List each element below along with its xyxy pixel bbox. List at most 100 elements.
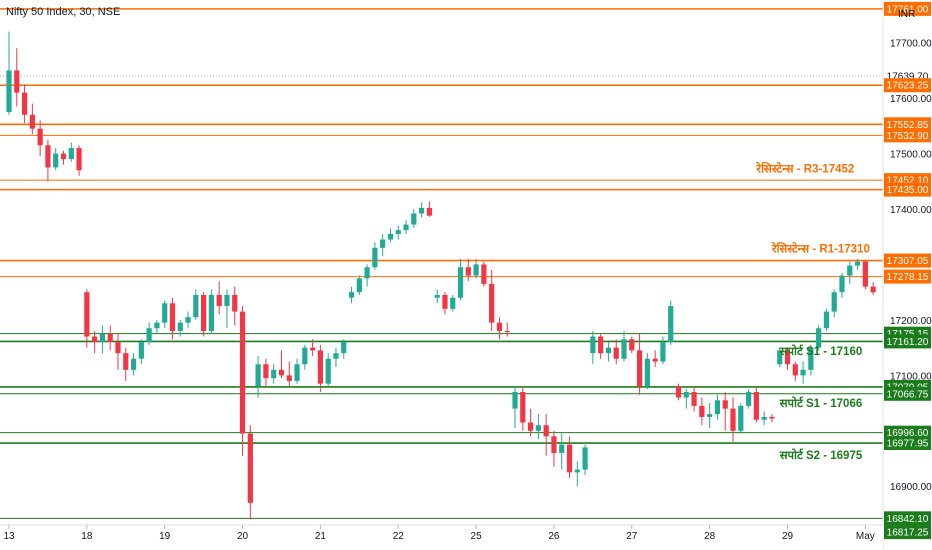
- candle-body: [551, 436, 557, 453]
- price-badge-resistance: [884, 269, 931, 284]
- candle-body: [489, 283, 495, 323]
- candle-body: [862, 261, 868, 287]
- candle-body: [621, 339, 627, 359]
- candle-body: [769, 416, 775, 419]
- candle-body: [130, 358, 137, 370]
- candle-body: [450, 297, 456, 309]
- candle-body: [800, 369, 806, 376]
- candle-body: [777, 350, 783, 365]
- candle-body: [652, 358, 658, 362]
- y-tick-label: 17600.00: [890, 94, 932, 105]
- candle-body: [675, 386, 682, 398]
- candle-body: [271, 369, 277, 379]
- candle-body: [442, 294, 448, 309]
- candle-body: [356, 278, 362, 293]
- candle-body: [387, 233, 394, 240]
- candle-body: [745, 391, 752, 406]
- candle-body: [496, 322, 503, 331]
- candle-body: [808, 347, 814, 370]
- candle-body: [53, 153, 59, 168]
- candle-body: [341, 342, 347, 354]
- candle-body: [115, 342, 121, 354]
- candle-body: [457, 267, 464, 298]
- price-badge-resistance: [884, 253, 931, 268]
- candle-body: [380, 239, 386, 248]
- price-badge-support: [884, 436, 931, 451]
- price-badge-resistance: [884, 182, 931, 197]
- candle-body: [644, 358, 650, 387]
- candle-body: [598, 336, 604, 354]
- candle-body: [302, 347, 308, 365]
- candle-body: [784, 350, 791, 365]
- annotation-resistance: रेसिस्टेन्स - R1-17310: [771, 241, 870, 255]
- price-badge-label: 17452.10: [887, 176, 929, 187]
- candle-body: [582, 447, 588, 470]
- candle-body: [169, 303, 176, 331]
- candle-body: [201, 294, 207, 331]
- price-badge-label: 16817.25: [887, 528, 929, 539]
- candle-body: [208, 294, 215, 331]
- price-badge-label: 17307.05: [887, 256, 929, 267]
- candle-body: [722, 400, 728, 409]
- candle-body: [730, 408, 736, 431]
- price-badge-label: 17623.25: [887, 81, 929, 92]
- candle-body: [193, 294, 199, 318]
- candle-body: [816, 328, 822, 348]
- candle-body: [348, 292, 355, 298]
- candle-body: [84, 292, 90, 337]
- y-tick-label: 17700.00: [890, 39, 932, 50]
- price-badge-support: [884, 334, 931, 349]
- candle-body: [613, 347, 619, 359]
- candle-body: [146, 328, 152, 343]
- price-badge-resistance: [884, 78, 931, 93]
- candle-body: [216, 294, 222, 307]
- candle-body: [839, 275, 845, 293]
- candle-body: [699, 405, 705, 417]
- candle-body: [333, 353, 339, 359]
- annotation-resistance: रेसिस्टेन्स - R3-17452: [755, 161, 854, 175]
- candle-body: [372, 247, 378, 268]
- price-badge-label: 17639.70: [887, 72, 929, 83]
- candle-body: [605, 347, 612, 354]
- price-badge-support: [884, 525, 931, 540]
- candle-body: [14, 70, 20, 93]
- candle-body: [29, 114, 35, 129]
- x-tick-label: 19: [159, 531, 171, 542]
- chart-title: Nifty 50 Index, 30, NSE: [6, 6, 121, 18]
- currency-label[interactable]: INR: [898, 9, 916, 20]
- candle-body: [512, 391, 518, 409]
- candle-body: [566, 444, 573, 473]
- candle-body: [99, 333, 106, 343]
- candle-body: [636, 350, 643, 387]
- candle-body: [403, 224, 409, 231]
- candle-body: [68, 148, 74, 160]
- candle-body: [714, 400, 721, 415]
- candle-body: [92, 336, 98, 343]
- candle-body: [520, 391, 526, 423]
- price-badge-label: 17161.20: [887, 337, 929, 348]
- candle-body: [854, 261, 861, 266]
- candle-body: [395, 230, 401, 234]
- candle-body: [481, 264, 487, 284]
- x-tick-label: 27: [626, 531, 638, 542]
- x-tick-label: 22: [393, 531, 405, 542]
- candle-body: [823, 311, 830, 329]
- price-badge-label: 16996.60: [887, 428, 929, 439]
- price-badge-label: 16842.10: [887, 514, 929, 525]
- candle-body: [255, 364, 261, 387]
- annotation-support: सपोर्ट S1 - 17066: [779, 396, 863, 410]
- candle-body: [504, 330, 510, 333]
- x-tick-label: 29: [782, 531, 794, 542]
- candle-body: [364, 267, 370, 279]
- candle-body: [6, 70, 12, 112]
- time-axis-panel: [0, 525, 883, 550]
- candle-body: [317, 350, 323, 384]
- x-tick-label: May: [856, 531, 875, 542]
- price-badge-label: 17761.00: [887, 4, 929, 15]
- candle-body: [434, 294, 440, 298]
- y-tick-label: 16900.00: [890, 482, 932, 493]
- price-badge-resistance: [884, 1, 931, 16]
- x-tick-label: 28: [704, 531, 716, 542]
- price-badge-label: 17435.00: [887, 185, 929, 196]
